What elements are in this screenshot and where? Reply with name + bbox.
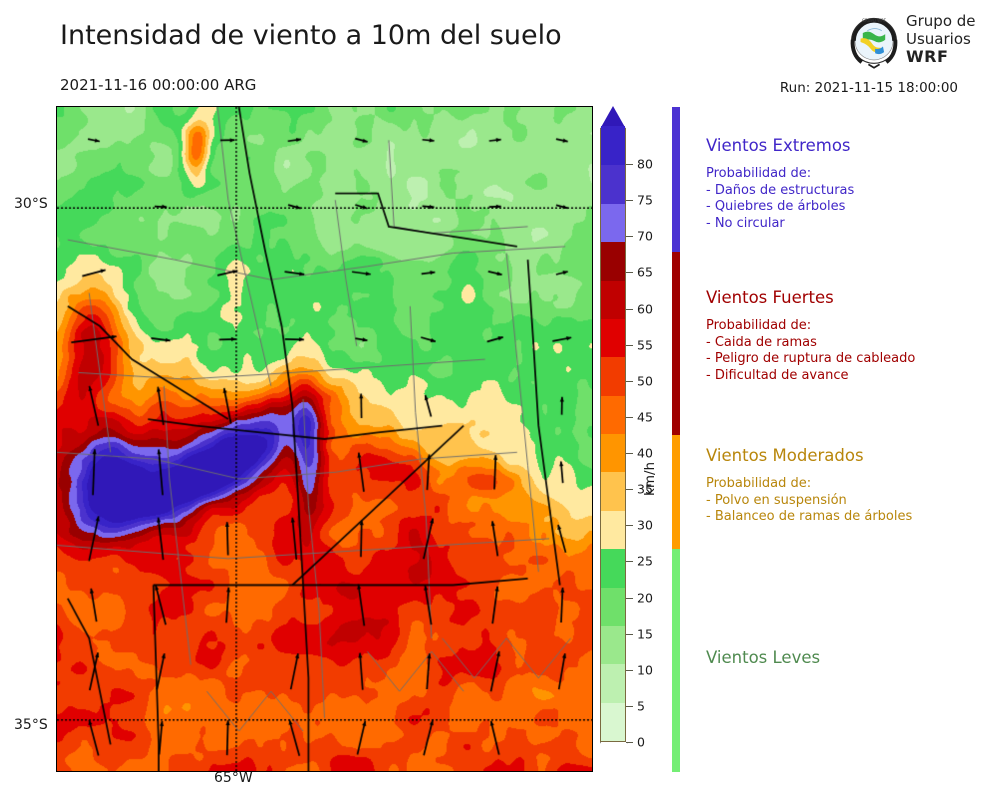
colorbar-segment — [601, 510, 625, 550]
colorbar-tick — [626, 489, 633, 491]
lat-label-30s: 30°S — [14, 196, 48, 212]
colorbar-body — [600, 126, 626, 742]
colorbar-tick-label-60: 60 — [637, 301, 653, 317]
colorbar-segment — [601, 433, 625, 473]
colorbar-tick — [626, 669, 633, 671]
colorbar: 0 5 10 15 20 25 30 35 40 45 50 55 60 65 70 75 80 km/h — [598, 106, 668, 772]
category-block: Vientos Leves — [706, 648, 820, 667]
logo-line-2: Usuarios — [906, 30, 971, 48]
category-title: Vientos Moderados — [706, 446, 864, 465]
colorbar-segment — [601, 586, 625, 626]
category-item-list: Probabilidad de: - Caida de ramas - Peligr… — [706, 318, 915, 384]
category-item: - Quiebres de árboles — [706, 199, 846, 214]
colorbar-tick — [626, 742, 633, 743]
logo-line-1: Grupo de — [906, 12, 976, 30]
category-item: Probabilidad de: — [706, 166, 812, 181]
category-title: Vientos Fuertes — [706, 288, 834, 307]
colorbar-tick — [626, 200, 633, 202]
category-item-list: Probabilidad de: - Polvo en suspensión - B… — [706, 476, 912, 526]
logo-text: Grupo de Usuarios WRF — [906, 12, 976, 66]
lon-label-65w: 65°W — [214, 770, 253, 786]
run-time-label: Run: 2021-11-15 18:00:00 — [779, 80, 958, 96]
category-item: Probabilidad de: — [706, 318, 812, 333]
colorbar-tick-label-10: 10 — [637, 662, 653, 678]
colorbar-segment — [601, 471, 625, 511]
lat-label-35s: 35°S — [14, 717, 48, 733]
wind-speed-map[interactable] — [56, 106, 593, 772]
category-item: - Dificultad de avance — [706, 367, 849, 383]
category-item: - Balanceo de ramas de árboles — [706, 509, 913, 524]
category-block: Vientos Moderados Probabilidad de: - Polvo… — [706, 446, 912, 526]
colorbar-tick-label-55: 55 — [637, 337, 653, 353]
colorbar-tick-label-65: 65 — [637, 264, 653, 280]
colorbar-segment — [601, 625, 625, 665]
colorbar-extend-min-icon — [600, 742, 628, 766]
colorbar-tick — [626, 272, 633, 274]
colorbar-tick-label-35: 35 — [637, 481, 653, 497]
colorbar-tick — [626, 380, 633, 382]
colorbar-tick — [626, 308, 633, 310]
colorbar-tick-label-40: 40 — [637, 445, 653, 461]
category-bar-segment — [672, 252, 680, 435]
svg-text:GRUPO WRF: GRUPO WRF — [862, 18, 887, 23]
page-title: Intensidad de viento a 10m del suelo — [60, 20, 562, 51]
colorbar-tick-label-45: 45 — [637, 409, 653, 425]
colorbar-segment — [601, 548, 625, 588]
colorbar-segment — [601, 356, 625, 396]
category-bar-segment — [672, 107, 680, 252]
logo-line-3: WRF — [906, 47, 949, 66]
category-item: - Polvo en suspensión — [706, 492, 847, 508]
colorbar-tick — [626, 597, 633, 599]
wind-field-canvas — [57, 107, 592, 771]
wrf-user-group-logo: GRUPO WRF Grupo de Usuarios WRF — [846, 12, 996, 74]
colorbar-tick — [626, 705, 633, 707]
colorbar-segment — [601, 279, 625, 319]
colorbar-tick — [626, 525, 633, 527]
colorbar-segment — [601, 663, 625, 703]
globe-emblem-icon: GRUPO WRF — [850, 18, 898, 69]
valid-time-label: 2021-11-16 00:00:00 ARG — [60, 76, 257, 94]
colorbar-tick-label-80: 80 — [637, 156, 653, 172]
category-item: - Peligro de ruptura de cableado — [706, 351, 916, 366]
colorbar-tick-label-75: 75 — [637, 192, 653, 208]
category-block: Vientos Fuertes Probabilidad de: - Caida d… — [706, 288, 915, 384]
category-block: Vientos Extremos Probabilidad de: - Daños … — [706, 136, 854, 232]
colorbar-tick-label-5: 5 — [637, 698, 645, 714]
category-color-bar — [672, 107, 680, 772]
colorbar-segment — [601, 164, 625, 204]
colorbar-tick — [626, 236, 633, 238]
colorbar-tick-label-0: 0 — [637, 734, 645, 750]
colorbar-tick — [626, 453, 633, 455]
category-item-list: Probabilidad de: - Daños de estructuras - … — [706, 166, 854, 232]
colorbar-tick-label-30: 30 — [637, 517, 653, 533]
colorbar-tick — [626, 164, 633, 166]
colorbar-tick-label-15: 15 — [637, 626, 653, 642]
category-item: - Caida de ramas — [706, 334, 817, 350]
colorbar-units-label: km/h — [642, 461, 658, 496]
category-bar-segment — [672, 435, 680, 549]
category-title: Vientos Leves — [706, 648, 821, 667]
colorbar-tick-label-20: 20 — [637, 590, 653, 606]
category-item: Probabilidad de: — [706, 476, 812, 491]
colorbar-segment — [601, 241, 625, 281]
colorbar-tick-label-50: 50 — [637, 373, 653, 389]
colorbar-tick — [626, 416, 633, 418]
colorbar-segment — [601, 702, 625, 741]
category-item: - Daños de estructuras — [706, 182, 855, 198]
category-title: Vientos Extremos — [706, 136, 851, 155]
colorbar-tick-label-25: 25 — [637, 553, 653, 569]
colorbar-tick — [626, 561, 633, 563]
colorbar-segment — [601, 203, 625, 243]
category-bar-segment — [672, 549, 680, 772]
colorbar-segment — [601, 126, 625, 166]
colorbar-tick — [626, 633, 633, 635]
category-item: - No circular — [706, 215, 785, 231]
colorbar-segment — [601, 395, 625, 434]
colorbar-segment — [601, 318, 625, 358]
colorbar-tick-label-70: 70 — [637, 228, 653, 244]
colorbar-tick — [626, 344, 633, 346]
